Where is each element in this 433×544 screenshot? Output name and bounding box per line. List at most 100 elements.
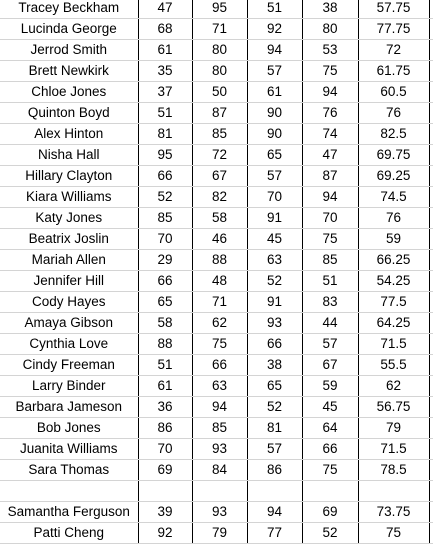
rank-cell[interactable]: 5 [429, 291, 433, 313]
score-2-cell[interactable] [192, 480, 248, 502]
score-1-cell[interactable]: 81 [138, 123, 193, 145]
score-2-cell[interactable]: 95 [192, 0, 248, 19]
rank-cell[interactable]: 25 [429, 270, 433, 292]
average-cell[interactable]: 56.75 [358, 396, 430, 418]
score-4-cell[interactable]: 53 [302, 39, 359, 61]
score-1-cell[interactable]: 47 [138, 0, 193, 19]
name-cell[interactable]: Patti Cheng [0, 522, 139, 544]
rank-cell[interactable]: 14 [429, 144, 433, 166]
average-cell[interactable]: 66.25 [358, 249, 430, 271]
name-cell[interactable]: Mariah Allen [0, 249, 139, 271]
score-4-cell[interactable]: 75 [302, 228, 359, 250]
score-2-cell[interactable]: 85 [192, 417, 248, 439]
score-2-cell[interactable]: 94 [192, 396, 248, 418]
score-2-cell[interactable]: 72 [192, 144, 248, 166]
score-2-cell[interactable]: 62 [192, 312, 248, 334]
name-cell[interactable]: Kiara Williams [0, 186, 139, 208]
score-2-cell[interactable]: 48 [192, 270, 248, 292]
score-4-cell[interactable]: 87 [302, 165, 359, 187]
score-4-cell[interactable]: 70 [302, 207, 359, 229]
score-4-cell[interactable]: 38 [302, 0, 359, 19]
score-3-cell[interactable]: 52 [247, 396, 303, 418]
name-cell[interactable]: Brett Newkirk [0, 60, 139, 82]
name-cell[interactable]: Cody Hayes [0, 291, 139, 313]
rank-cell[interactable]: 10 [429, 501, 433, 523]
rank-cell[interactable]: 22 [429, 0, 433, 19]
score-4-cell[interactable]: 83 [302, 291, 359, 313]
rank-cell[interactable]: 15 [429, 165, 433, 187]
score-1-cell[interactable]: 29 [138, 249, 193, 271]
average-cell[interactable]: 79 [358, 417, 430, 439]
score-3-cell[interactable]: 81 [247, 417, 303, 439]
average-cell[interactable]: 54.25 [358, 270, 430, 292]
name-cell[interactable]: Barbara Jameson [0, 396, 139, 418]
score-1-cell[interactable]: 58 [138, 312, 193, 334]
rank-cell[interactable]: 20 [429, 81, 433, 103]
score-4-cell[interactable]: 94 [302, 186, 359, 208]
rank-cell[interactable]: 12 [429, 438, 433, 460]
score-3-cell[interactable]: 52 [247, 270, 303, 292]
score-2-cell[interactable]: 87 [192, 102, 248, 124]
score-2-cell[interactable]: 71 [192, 291, 248, 313]
score-1-cell[interactable]: 70 [138, 228, 193, 250]
score-2-cell[interactable]: 58 [192, 207, 248, 229]
score-1-cell[interactable]: 85 [138, 207, 193, 229]
score-4-cell[interactable]: 59 [302, 375, 359, 397]
average-cell[interactable]: 57.75 [358, 0, 430, 19]
average-cell[interactable]: 78.5 [358, 459, 430, 481]
average-cell[interactable]: 59 [358, 228, 430, 250]
name-cell[interactable]: Amaya Gibson [0, 312, 139, 334]
score-1-cell[interactable]: 52 [138, 186, 193, 208]
score-3-cell[interactable]: 61 [247, 81, 303, 103]
score-3-cell[interactable]: 65 [247, 375, 303, 397]
score-2-cell[interactable]: 93 [192, 501, 248, 523]
score-2-cell[interactable]: 46 [192, 228, 248, 250]
score-3-cell[interactable]: 57 [247, 60, 303, 82]
rank-cell[interactable]: 23 [429, 396, 433, 418]
name-cell[interactable]: Hillary Clayton [0, 165, 139, 187]
score-3-cell[interactable]: 77 [247, 522, 303, 544]
score-1-cell[interactable]: 66 [138, 165, 193, 187]
score-4-cell[interactable]: 45 [302, 396, 359, 418]
rank-cell[interactable]: 3 [429, 459, 433, 481]
average-cell[interactable]: 64.25 [358, 312, 430, 334]
rank-cell[interactable]: 2 [429, 417, 433, 439]
rank-cell[interactable]: 6 [429, 207, 433, 229]
name-cell[interactable]: Samantha Ferguson [0, 501, 139, 523]
rank-cell[interactable]: 1 [429, 123, 433, 145]
score-2-cell[interactable]: 80 [192, 60, 248, 82]
name-cell[interactable]: Jennifer Hill [0, 270, 139, 292]
average-cell[interactable]: 82.5 [358, 123, 430, 145]
name-cell[interactable]: Cindy Freeman [0, 354, 139, 376]
average-cell[interactable]: 76 [358, 102, 430, 124]
score-1-cell[interactable]: 66 [138, 270, 193, 292]
score-2-cell[interactable]: 75 [192, 333, 248, 355]
name-cell[interactable] [0, 480, 139, 502]
score-1-cell[interactable]: 61 [138, 375, 193, 397]
average-cell[interactable]: 72 [358, 39, 430, 61]
rank-cell[interactable]: 11 [429, 39, 433, 61]
score-3-cell[interactable]: 65 [247, 144, 303, 166]
average-cell[interactable]: 76 [358, 207, 430, 229]
score-1-cell[interactable]: 69 [138, 459, 193, 481]
score-3-cell[interactable] [247, 480, 303, 502]
score-4-cell[interactable]: 64 [302, 417, 359, 439]
rank-cell[interactable]: 8 [429, 522, 433, 544]
rank-cell[interactable]: 17 [429, 312, 433, 334]
score-4-cell[interactable]: 94 [302, 81, 359, 103]
score-4-cell[interactable] [302, 480, 359, 502]
score-3-cell[interactable]: 93 [247, 312, 303, 334]
average-cell[interactable]: 74.5 [358, 186, 430, 208]
score-3-cell[interactable]: 94 [247, 501, 303, 523]
rank-cell[interactable]: 12 [429, 333, 433, 355]
name-cell[interactable]: Tracey Beckham [0, 0, 139, 19]
rank-cell[interactable] [429, 480, 433, 502]
score-4-cell[interactable]: 75 [302, 60, 359, 82]
score-2-cell[interactable]: 93 [192, 438, 248, 460]
score-2-cell[interactable]: 88 [192, 249, 248, 271]
average-cell[interactable]: 60.5 [358, 81, 430, 103]
score-1-cell[interactable]: 70 [138, 438, 193, 460]
score-1-cell[interactable] [138, 480, 193, 502]
score-2-cell[interactable]: 82 [192, 186, 248, 208]
average-cell[interactable]: 62 [358, 375, 430, 397]
